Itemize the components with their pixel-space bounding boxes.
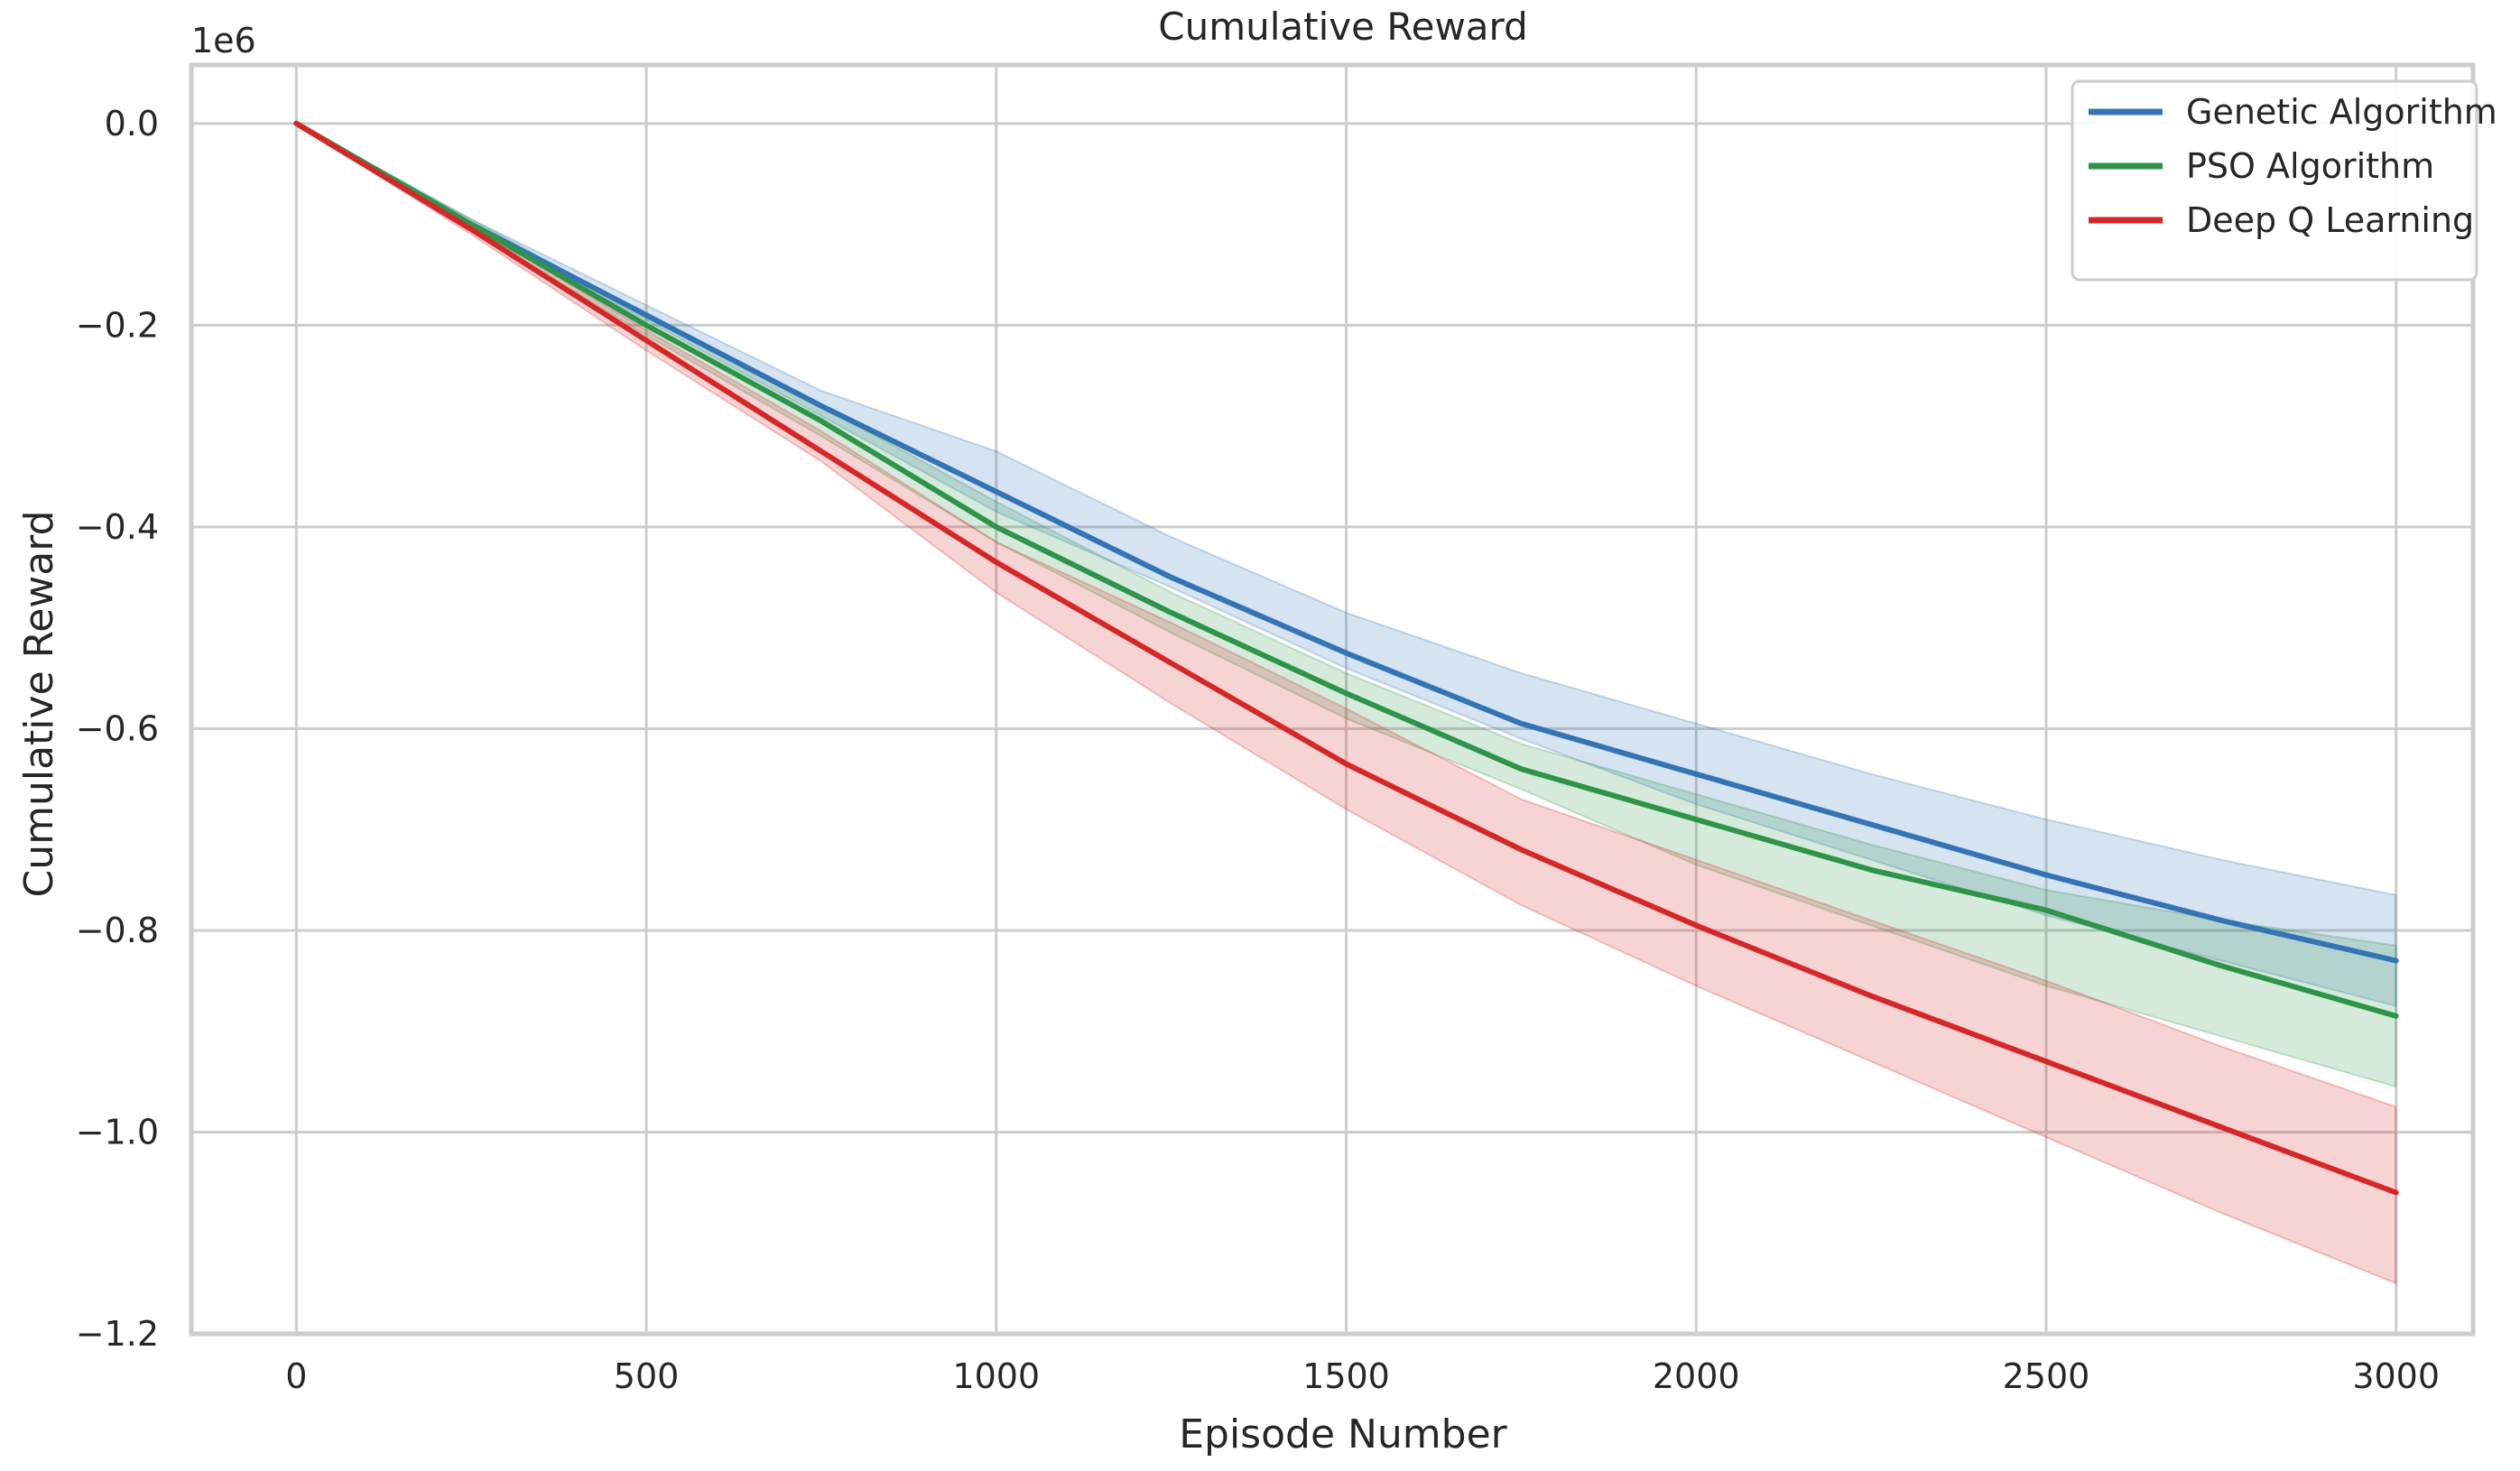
y-tick-label-6: −1.2 xyxy=(76,1314,159,1354)
x-axis-title: Episode Number xyxy=(1179,1411,1507,1457)
y-tick-label-4: −0.8 xyxy=(76,911,159,950)
y-axis-title: Cumulative Reward xyxy=(16,511,62,898)
x-tick-label-1: 500 xyxy=(614,1356,680,1396)
y-tick-label-0: 0.0 xyxy=(105,104,159,143)
x-tick-labels: 0 500 1000 1500 2000 2500 3000 xyxy=(285,1356,2440,1396)
y-tick-label-5: −1.0 xyxy=(76,1112,159,1152)
legend-label-1: PSO Algorithm xyxy=(2186,146,2434,186)
x-tick-label-6: 3000 xyxy=(2352,1356,2440,1396)
series-line-2 xyxy=(293,120,2399,1196)
series-line-0 xyxy=(293,120,2399,964)
x-tick-label-3: 1500 xyxy=(1302,1356,1390,1396)
x-tick-label-2: 1000 xyxy=(952,1356,1040,1396)
legend-box xyxy=(2071,79,2478,282)
series-line-1 xyxy=(293,120,2399,1019)
plot-frame xyxy=(189,62,2476,1337)
x-tick-label-0: 0 xyxy=(285,1356,307,1396)
x-tick-label-4: 2000 xyxy=(1653,1356,1740,1396)
legend-label-0: Genetic Algorithm xyxy=(2186,92,2497,132)
legend: Genetic Algorithm PSO Algorithm Deep Q Lea… xyxy=(2071,79,2497,282)
series-band-0 xyxy=(295,122,2397,1008)
legend-label-2: Deep Q Learning xyxy=(2186,200,2474,240)
line-layer xyxy=(293,120,2399,1196)
x-tick-label-5: 2500 xyxy=(2003,1356,2090,1396)
y-tick-labels: 0.0 −0.2 −0.4 −0.6 −0.8 −1.0 −1.2 xyxy=(76,104,159,1354)
y-offset-label: 1e6 xyxy=(191,21,256,60)
y-tick-label-1: −0.2 xyxy=(76,305,159,345)
y-tick-label-3: −0.6 xyxy=(76,708,159,748)
y-tick-label-2: −0.4 xyxy=(76,507,159,547)
chart-title: Cumulative Reward xyxy=(1158,5,1527,49)
